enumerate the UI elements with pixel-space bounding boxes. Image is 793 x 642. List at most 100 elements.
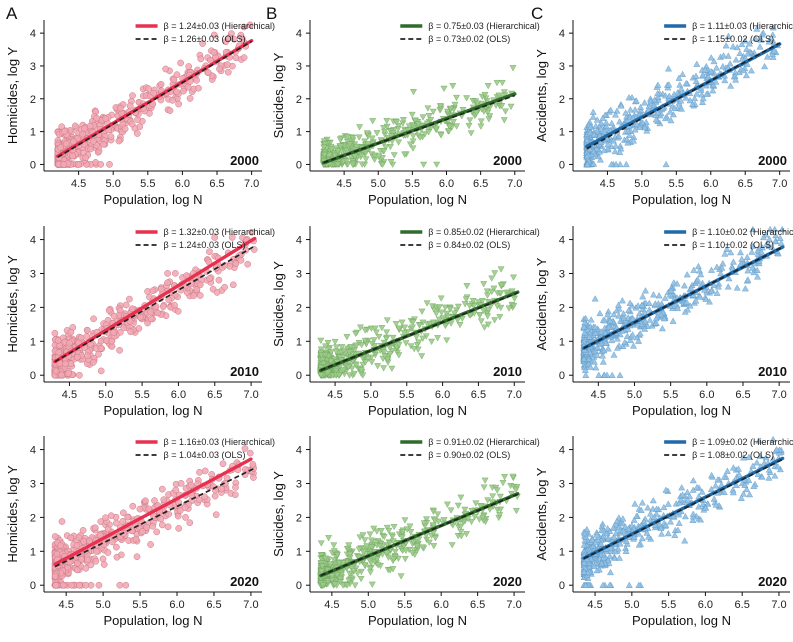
data-point bbox=[317, 372, 325, 379]
data-point bbox=[639, 293, 647, 300]
data-point bbox=[741, 37, 749, 44]
data-point bbox=[590, 160, 598, 167]
data-point bbox=[510, 274, 517, 281]
data-point bbox=[662, 486, 670, 493]
data-point bbox=[406, 523, 414, 530]
data-point bbox=[190, 292, 198, 300]
y-tick-label: 4 bbox=[30, 28, 36, 40]
data-point bbox=[437, 132, 445, 139]
data-point bbox=[726, 60, 734, 67]
data-point bbox=[738, 55, 746, 62]
data-point bbox=[712, 482, 720, 489]
data-point bbox=[128, 305, 136, 313]
data-point bbox=[102, 115, 110, 123]
data-point bbox=[497, 266, 505, 273]
data-point bbox=[738, 255, 746, 262]
data-point bbox=[652, 116, 660, 123]
ols-fit-line bbox=[320, 493, 519, 577]
data-point bbox=[608, 336, 616, 344]
data-point bbox=[636, 330, 644, 337]
data-point bbox=[321, 141, 329, 148]
data-point bbox=[599, 114, 607, 121]
data-point bbox=[105, 306, 113, 314]
data-point bbox=[674, 526, 682, 533]
data-point bbox=[505, 305, 513, 312]
x-axis-label: Population, log N bbox=[368, 403, 467, 418]
data-point bbox=[493, 303, 501, 310]
legend: β = 1.16±0.03 (Hierarchical)β = 1.04±0.0… bbox=[135, 437, 275, 460]
data-point bbox=[496, 493, 504, 501]
data-point bbox=[352, 342, 360, 349]
data-point bbox=[81, 125, 88, 132]
data-point bbox=[60, 161, 68, 168]
data-point bbox=[368, 135, 376, 142]
data-point bbox=[380, 534, 388, 541]
data-point bbox=[690, 266, 698, 273]
legend-label-ols: β = 1.24±0.03 (OLS) bbox=[164, 240, 246, 250]
data-point bbox=[79, 130, 87, 138]
x-tick-label: 7.0 bbox=[506, 599, 521, 611]
data-point bbox=[99, 555, 107, 563]
data-point bbox=[116, 581, 124, 589]
data-point bbox=[319, 356, 327, 364]
data-point bbox=[240, 54, 248, 61]
data-point bbox=[650, 513, 658, 520]
data-point bbox=[484, 313, 492, 320]
data-point bbox=[763, 53, 771, 60]
data-point bbox=[721, 76, 729, 84]
data-point bbox=[317, 540, 325, 547]
data-point bbox=[164, 523, 172, 531]
data-point bbox=[97, 344, 105, 352]
data-point bbox=[463, 95, 471, 102]
data-point bbox=[481, 477, 489, 484]
data-point bbox=[110, 329, 117, 337]
data-point bbox=[366, 531, 374, 538]
data-point bbox=[729, 489, 737, 496]
data-point bbox=[418, 353, 426, 360]
data-point bbox=[366, 565, 374, 572]
data-point bbox=[619, 527, 627, 534]
data-point bbox=[650, 101, 658, 109]
data-point bbox=[776, 234, 784, 241]
data-point bbox=[453, 94, 460, 102]
hierarchical-fit-line bbox=[53, 236, 257, 364]
x-tick-label: 7.0 bbox=[772, 389, 787, 401]
data-point bbox=[635, 541, 643, 548]
data-point bbox=[599, 358, 607, 365]
legend: β = 1.24±0.03 (Hierarchical)β = 1.26±0.0… bbox=[135, 21, 275, 44]
data-point bbox=[218, 485, 226, 493]
data-point bbox=[86, 122, 94, 130]
x-tick-label: 4.5 bbox=[327, 389, 342, 401]
y-tick-label: 3 bbox=[559, 61, 565, 73]
data-point bbox=[610, 533, 618, 540]
data-point bbox=[409, 133, 417, 140]
data-point bbox=[204, 69, 212, 76]
data-point bbox=[593, 343, 601, 351]
data-point bbox=[62, 360, 69, 368]
data-point bbox=[425, 113, 433, 120]
data-point bbox=[714, 283, 722, 290]
data-point bbox=[425, 539, 433, 546]
data-point bbox=[616, 118, 624, 125]
legend: β = 0.85±0.02 (Hierarchical)β = 0.84±0.0… bbox=[400, 227, 540, 250]
data-point bbox=[368, 359, 376, 366]
data-point bbox=[683, 488, 691, 495]
data-point bbox=[412, 117, 419, 124]
data-point bbox=[642, 287, 649, 294]
data-point bbox=[162, 65, 169, 73]
data-point bbox=[158, 485, 166, 493]
data-point bbox=[199, 40, 206, 47]
data-point bbox=[83, 326, 91, 334]
data-point bbox=[318, 568, 326, 575]
data-point bbox=[415, 322, 423, 329]
data-point bbox=[374, 363, 382, 370]
data-point bbox=[745, 40, 753, 47]
data-point bbox=[330, 548, 338, 555]
data-point bbox=[381, 353, 389, 360]
data-point bbox=[612, 160, 620, 168]
data-point bbox=[330, 557, 338, 564]
data-point bbox=[741, 481, 749, 488]
data-point bbox=[206, 248, 213, 256]
data-point bbox=[593, 566, 601, 574]
